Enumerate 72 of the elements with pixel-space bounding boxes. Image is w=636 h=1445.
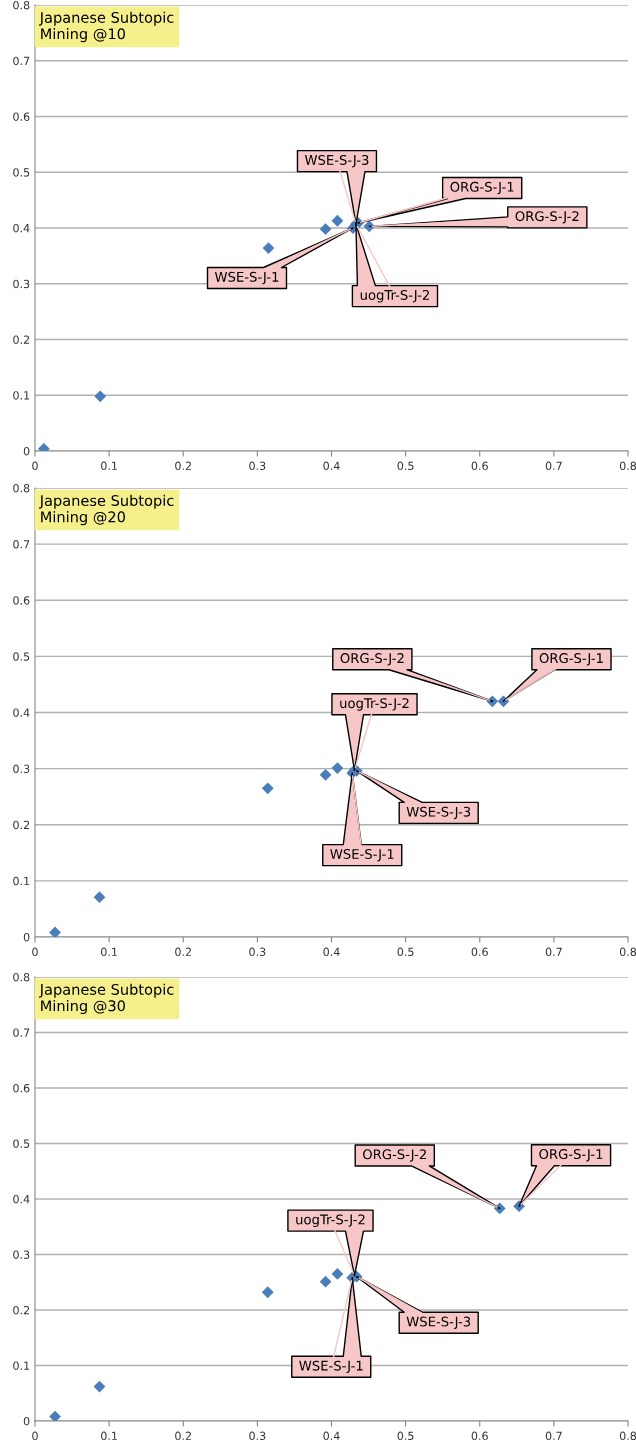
y-tick-label: 0.8 [13,0,30,10]
annotation: uogTr-S-J-2 [360,289,429,303]
x-tick-label: 0.6 [471,947,488,957]
y-tick-label: 0.4 [13,1194,30,1204]
x-tick-label: 0.7 [545,947,562,957]
text: Japanese Subtopic Mining @30 [38,983,174,1015]
y-tick-label: 0 [23,932,30,942]
x-tick-label: 0.4 [323,1431,340,1441]
y-tick-label: 0.5 [13,1139,30,1148]
x-tick-label: 0.7 [545,1431,562,1441]
x-tick-label: 0.5 [397,947,414,957]
x-tick-label: 0.1 [101,947,117,957]
x-tick-label: 0.6 [471,1431,488,1441]
annotation: ORG-S-J-1 [539,1149,603,1162]
annotation: WSE-S-J-1 [330,848,394,862]
y-tick-label: 0.6 [13,112,30,121]
y-tick-label: 0 [23,446,30,456]
text: Japanese Subtopic Mining @10 [38,11,174,43]
annotation: uogTr-S-J-2 [340,698,409,711]
x-tick-label: 0.5 [397,1431,414,1441]
annotation: ORG-S-J-1 [539,653,603,666]
text: Japanese Subtopic Mining @20 [38,494,174,526]
x-tick-label: 0.3 [249,1431,266,1441]
x-tick-label: 0.7 [545,461,562,471]
x-tick-label: 0.6 [471,461,488,471]
y-tick-label: 0.5 [13,168,30,177]
x-tick-label: 0.1 [101,461,117,471]
x-tick-label: 0.1 [101,1431,117,1441]
y-tick-label: 0.2 [13,1305,30,1315]
x-tick-label: 0.8 [619,947,636,957]
y-tick-label: 0.1 [13,391,30,400]
x-tick-label: 0.8 [619,1431,636,1441]
x-tick-label: 0 [32,461,38,471]
x-tick-label: 0.4 [323,461,340,471]
annotation: WSE-S-J-3 [304,154,369,168]
annotation: uogTr-S-J-2 [296,1214,365,1227]
y-tick-label: 0.2 [13,820,30,830]
annotation: WSE-S-J-3 [406,806,471,820]
y-tick-label: 0.3 [13,279,30,289]
y-tick-label: 0.2 [13,335,30,344]
y-tick-label: 0.6 [13,1083,30,1093]
y-tick-label: 0.4 [13,708,30,717]
annotation: WSE-S-J-1 [299,1360,363,1374]
y-tick-label: 0.4 [13,223,30,233]
y-tick-label: 0.1 [13,1361,30,1370]
annotation: ORG-S-J-1 [450,181,514,195]
annotation: ORG-S-J-2 [340,653,404,666]
x-tick-label: 0.3 [249,947,266,957]
x-tick-label: 0 [32,1431,38,1441]
y-tick-label: 0.7 [13,540,30,549]
x-tick-label: 0.5 [397,461,414,471]
x-tick-label: 0.3 [249,461,266,471]
y-tick-label: 0.3 [13,764,30,773]
y-tick-label: 0.3 [13,1250,30,1259]
x-tick-label: 0.2 [175,461,191,471]
annotation: WSE-S-J-3 [406,1316,471,1329]
y-tick-label: 0.1 [13,876,30,886]
x-tick-label: 0.4 [323,947,340,957]
annotation: ORG-S-J-2 [363,1149,426,1162]
x-tick-label: 0.2 [175,1431,191,1441]
x-tick-label: 0 [32,947,38,957]
y-tick-label: 0.8 [13,972,30,982]
annotation: ORG-S-J-2 [515,211,579,224]
x-tick-label: 0.8 [619,461,636,471]
x-tick-label: 0.2 [175,947,191,957]
y-tick-label: 0.5 [13,652,30,661]
y-tick-label: 0.8 [13,483,30,493]
y-tick-label: 0 [23,1416,30,1426]
y-tick-label: 0.7 [13,56,30,66]
y-tick-label: 0.7 [13,1028,30,1037]
y-tick-label: 0.6 [13,596,30,605]
annotation: WSE-S-J-1 [214,271,279,285]
